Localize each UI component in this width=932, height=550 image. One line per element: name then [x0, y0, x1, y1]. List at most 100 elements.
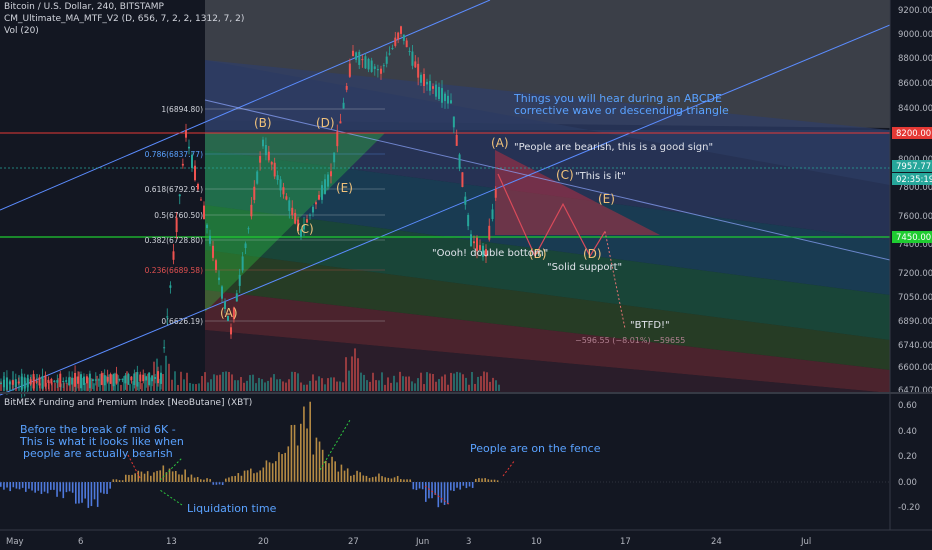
- channel-upper-line[interactable]: [0, 0, 491, 211]
- candle-body: [303, 224, 305, 230]
- candle-body: [142, 374, 145, 382]
- volume-bar: [456, 371, 458, 391]
- funding-bar: [200, 479, 202, 482]
- volume-bar: [468, 384, 470, 391]
- funding-bar: [334, 461, 336, 482]
- candle-body: [26, 378, 29, 388]
- funding-bar: [250, 468, 252, 482]
- funding-bar: [78, 482, 80, 504]
- candle-body: [273, 162, 276, 177]
- volume-bar: [153, 361, 155, 391]
- candle-body: [297, 219, 300, 231]
- btfd-projection[interactable]: [604, 231, 626, 329]
- funding-bar: [496, 480, 499, 482]
- funding-bar: [265, 460, 268, 482]
- funding-bar: [287, 446, 290, 482]
- volume-bar: [342, 382, 344, 391]
- funding-bar: [431, 482, 433, 499]
- price-tick: 6600.00: [898, 363, 932, 373]
- candle-body: [5, 377, 8, 390]
- funding-bar: [68, 482, 71, 492]
- funding-bar: [146, 471, 149, 482]
- candle-body: [324, 179, 326, 194]
- volume-bar: [210, 379, 212, 391]
- funding-bar: [346, 468, 349, 482]
- volume-bar: [453, 373, 455, 391]
- funding-bars: [0, 401, 499, 508]
- volume-bar: [285, 382, 287, 391]
- volume-bar: [228, 371, 230, 391]
- funding-bar: [93, 482, 96, 500]
- funding-bar: [443, 482, 446, 505]
- funding-bar: [306, 428, 308, 482]
- channel-lower-line[interactable]: [0, 24, 891, 396]
- funding-bar: [290, 425, 293, 482]
- volume-bar: [201, 376, 203, 391]
- funding-bar: [109, 482, 111, 489]
- volume-bar: [441, 376, 443, 391]
- volume-bar: [357, 358, 359, 391]
- funding-bar: [465, 482, 468, 489]
- funding-bar: [356, 470, 358, 482]
- volume-bar: [483, 371, 485, 391]
- volume-bar: [387, 377, 389, 391]
- time-axis[interactable]: May 6 13 20 27 Jun 3 10 17 24 Jul: [6, 537, 811, 547]
- candle-body: [148, 372, 151, 385]
- funding-bar: [271, 463, 274, 482]
- funding-bar: [156, 470, 158, 482]
- funding-bar: [56, 482, 58, 497]
- price-axis[interactable]: [890, 0, 932, 393]
- note-bearish: "People are bearish, this is a good sign…: [514, 142, 713, 153]
- volume-bar: [207, 382, 209, 391]
- wave-c-second: (C): [556, 168, 574, 182]
- note-before-line3: people are actually bearish: [23, 447, 173, 460]
- volume-bar: [324, 384, 326, 391]
- funding-bar: [475, 478, 477, 482]
- funding-bar: [228, 477, 230, 482]
- time-tick: Jul: [800, 537, 811, 547]
- volume-bar: [51, 382, 53, 391]
- note-before-line1: Before the break of mid 6K -: [20, 423, 176, 436]
- candle-body: [94, 379, 97, 381]
- funding-bar: [134, 473, 136, 482]
- time-tick: 10: [531, 537, 542, 547]
- volume-bar: [417, 378, 419, 391]
- funding-bar: [293, 424, 296, 482]
- funding-bar: [256, 472, 258, 482]
- funding-bar: [453, 482, 455, 492]
- candle-body: [175, 217, 178, 233]
- volume-bar: [318, 376, 320, 391]
- candle-body: [491, 209, 494, 219]
- funding-bar: [459, 482, 461, 490]
- fib-label: 0.236(6689.58): [145, 266, 203, 275]
- candle-body: [151, 375, 154, 382]
- funding-bar: [209, 479, 211, 482]
- candle-body: [77, 376, 80, 384]
- candle-body: [429, 80, 431, 91]
- funding-bar: [43, 482, 46, 492]
- funding-bar: [153, 472, 155, 482]
- funding-bar: [9, 482, 11, 492]
- funding-bar: [387, 477, 390, 482]
- fib-retracement[interactable]: 1(6894.80) 0.786(6837.77) 0.618(6792.91) 0.…: [145, 105, 385, 326]
- price-series[interactable]: [0, 25, 497, 398]
- funding-bar: [440, 482, 443, 503]
- volume-bar: [216, 375, 218, 391]
- abcde-projection-path[interactable]: [497, 173, 606, 258]
- teal-band: [205, 150, 890, 295]
- volume-bar: [261, 379, 263, 391]
- volume-bar: [144, 373, 146, 391]
- volume-bar: [162, 374, 164, 391]
- funding-bar: [40, 482, 43, 494]
- funding-bar: [0, 482, 2, 487]
- funding-bar: [143, 473, 146, 482]
- badge-label: 7450.00: [896, 233, 931, 243]
- candle-body: [206, 224, 208, 229]
- funding-title: BitMEX Funding and Premium Index [NeoBut…: [4, 398, 253, 408]
- candle-body: [109, 373, 112, 384]
- median-line[interactable]: [204, 99, 891, 261]
- candle-body: [376, 69, 379, 71]
- time-tick: 27: [348, 537, 359, 547]
